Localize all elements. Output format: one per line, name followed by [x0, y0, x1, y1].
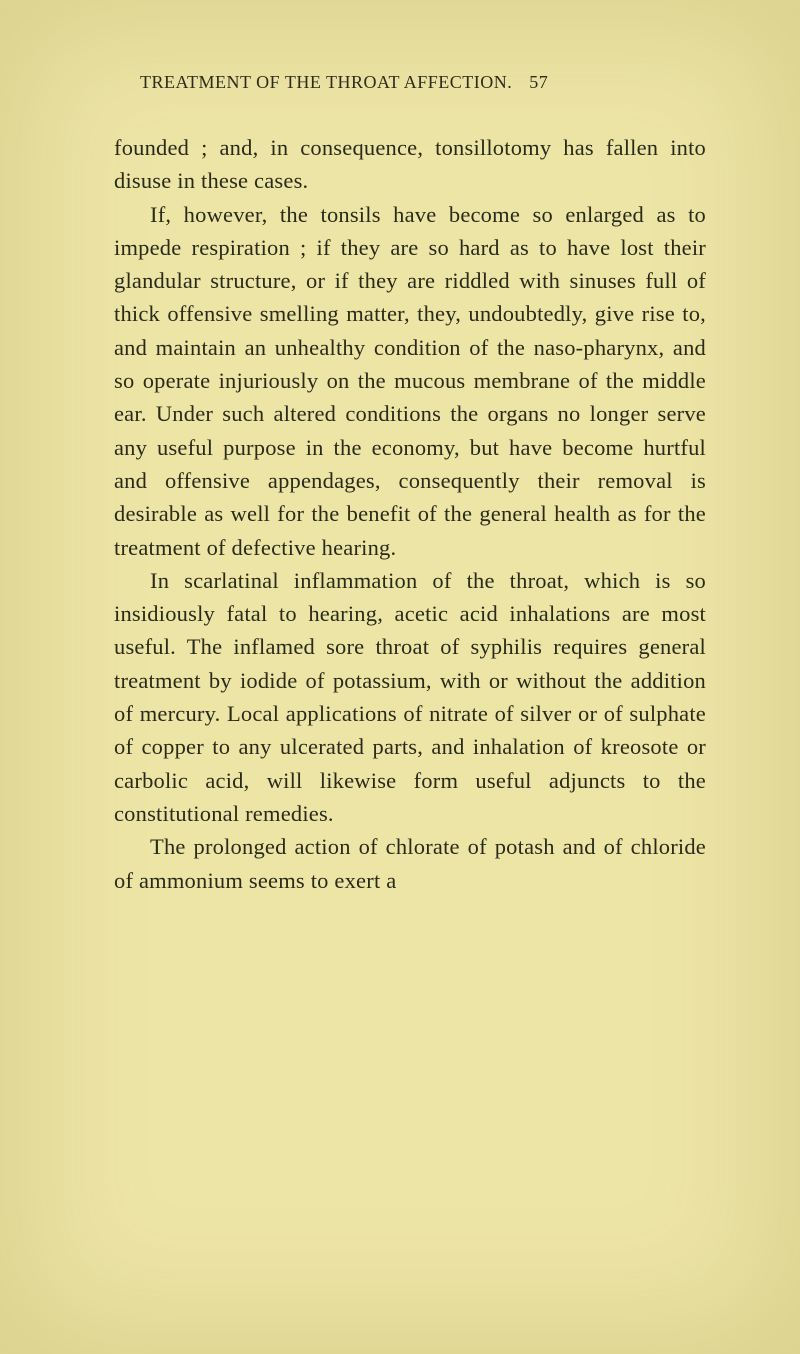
- body-text: founded ; and, in consequence, tonsillot…: [114, 131, 706, 897]
- header-title: TREATMENT OF THE THROAT AFFECTION.: [140, 72, 512, 92]
- paragraph-3: In scarlatinal inflammation of the throa…: [114, 564, 706, 830]
- paragraph-2: If, however, the tonsils have become so …: [114, 198, 706, 564]
- paragraph-4: The prolonged action of chlorate of pota…: [114, 830, 706, 897]
- running-header: TREATMENT OF THE THROAT AFFECTION. 57: [114, 72, 706, 93]
- paragraph-1: founded ; and, in consequence, tonsillot…: [114, 131, 706, 198]
- page-number: 57: [529, 72, 548, 92]
